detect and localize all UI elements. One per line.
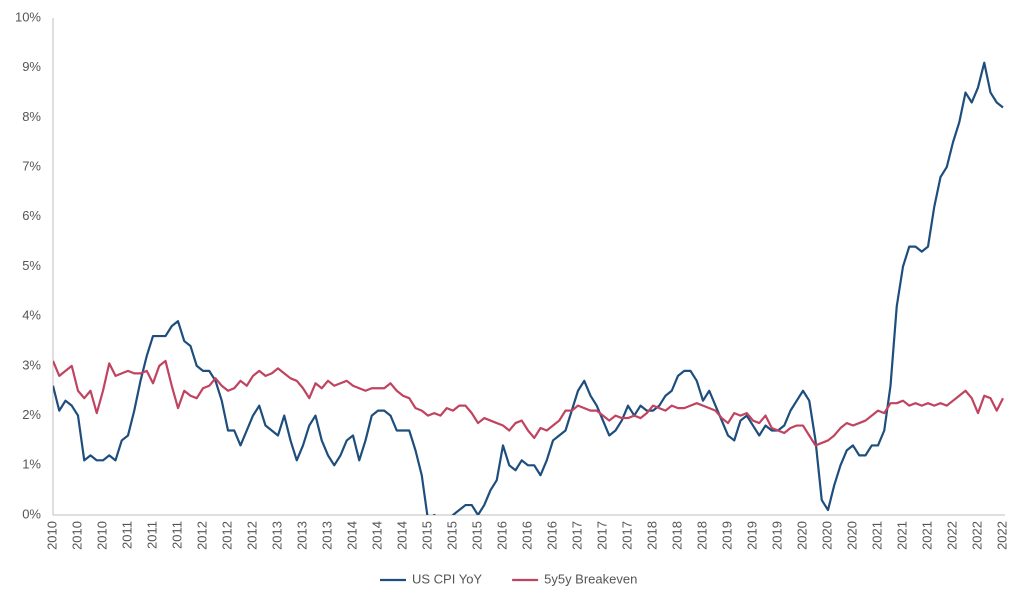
x-tick-label: 2012 — [194, 521, 209, 550]
x-tick-label: 2017 — [569, 521, 584, 550]
x-tick-label: 2021 — [919, 521, 934, 550]
y-tick-label: 2% — [22, 407, 41, 422]
x-tick-label: 2020 — [844, 521, 859, 550]
x-tick-label: 2022 — [994, 521, 1009, 550]
x-tick-label: 2014 — [394, 521, 409, 550]
y-tick-label: 8% — [22, 109, 41, 124]
y-tick-label: 4% — [22, 308, 41, 323]
x-tick-label: 2016 — [519, 521, 534, 550]
x-tick-label: 2019 — [719, 521, 734, 550]
x-tick-label: 2016 — [544, 521, 559, 550]
series-line — [53, 61, 1004, 515]
x-tick-label: 2018 — [694, 521, 709, 550]
y-tick-label: 9% — [22, 59, 41, 74]
x-tick-label: 2019 — [769, 521, 784, 550]
x-tick-label: 2014 — [344, 521, 359, 550]
x-tick-label: 2011 — [119, 521, 134, 549]
x-tick-label: 2018 — [669, 521, 684, 550]
x-tick-label: 2010 — [44, 521, 59, 550]
x-tick-label: 2021 — [894, 521, 909, 550]
x-tick-label: 2012 — [244, 521, 259, 550]
x-tick-label: 2017 — [594, 521, 609, 550]
x-tick-label: 2013 — [269, 521, 284, 550]
x-tick-label: 2010 — [69, 521, 84, 550]
x-tick-label: 2011 — [144, 521, 159, 549]
x-tick-label: 2020 — [819, 521, 834, 550]
y-tick-label: 3% — [22, 357, 41, 372]
y-tick-label: 10% — [15, 9, 41, 24]
y-tick-label: 5% — [22, 258, 41, 273]
x-tick-label: 2022 — [944, 521, 959, 550]
y-tick-label: 0% — [22, 506, 41, 521]
x-tick-label: 2021 — [869, 521, 884, 550]
x-tick-label: 2019 — [744, 521, 759, 550]
x-tick-label: 2020 — [794, 521, 809, 550]
y-tick-label: 1% — [22, 457, 41, 472]
x-tick-label: 2012 — [219, 521, 234, 550]
x-tick-label: 2015 — [419, 521, 434, 550]
x-tick-label: 2015 — [469, 521, 484, 550]
x-tick-label: 2022 — [969, 521, 984, 550]
legend-label: 5y5y Breakeven — [544, 571, 637, 586]
x-tick-label: 2013 — [294, 521, 309, 550]
x-tick-label: 2010 — [94, 521, 109, 550]
x-tick-label: 2013 — [319, 521, 334, 550]
x-tick-label: 2015 — [444, 521, 459, 550]
x-tick-label: 2018 — [644, 521, 659, 550]
legend-label: US CPI YoY — [412, 571, 482, 586]
y-tick-label: 6% — [22, 208, 41, 223]
series-line — [53, 359, 1004, 447]
x-tick-label: 2016 — [494, 521, 509, 550]
y-tick-label: 7% — [22, 159, 41, 174]
x-tick-label: 2011 — [169, 521, 184, 549]
x-tick-label: 2017 — [619, 521, 634, 550]
x-tick-label: 2014 — [369, 521, 384, 550]
